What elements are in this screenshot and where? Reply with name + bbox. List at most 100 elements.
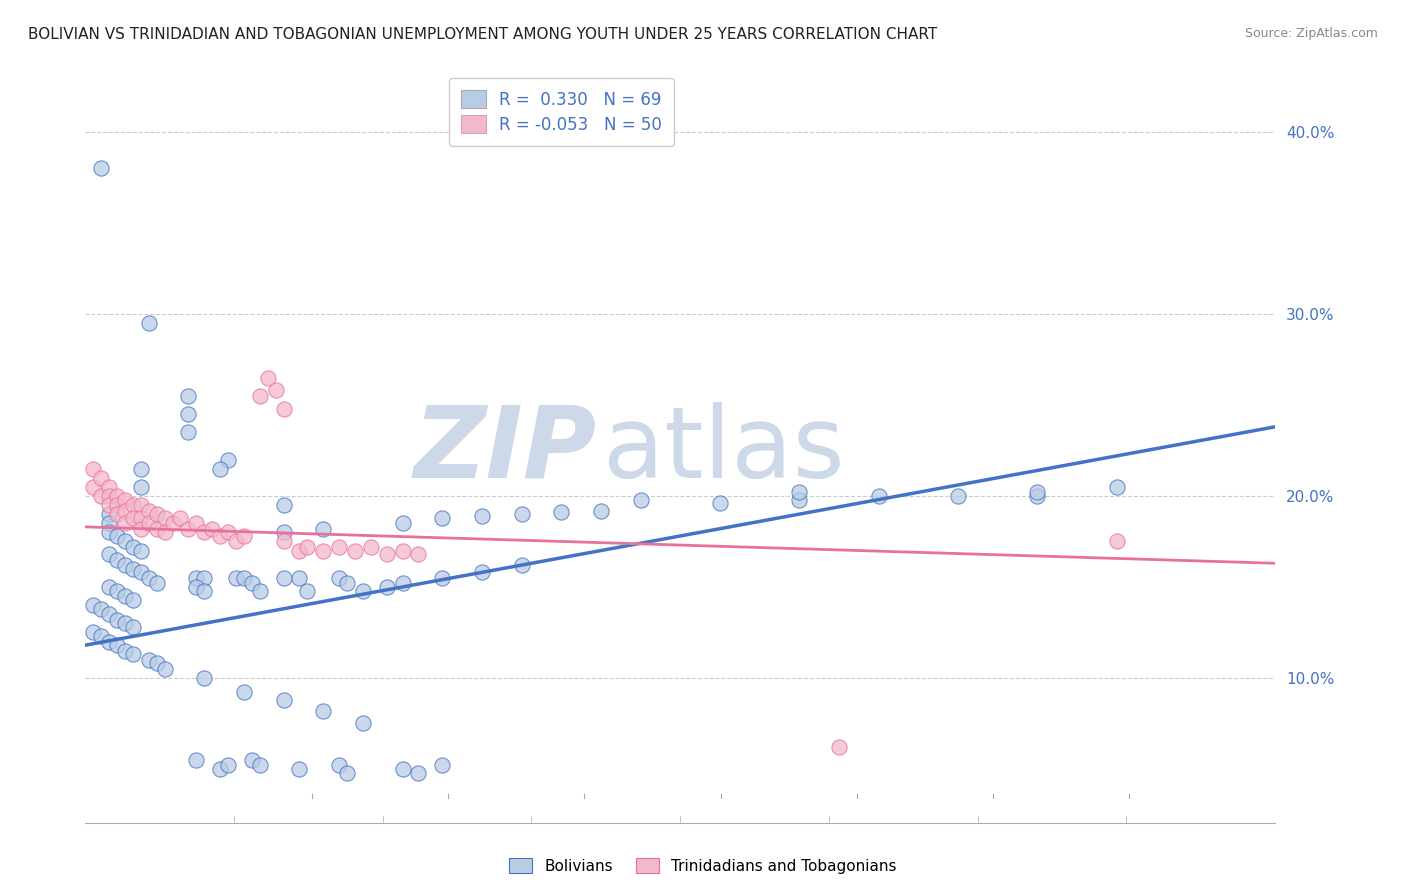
Point — [249, 389, 271, 403]
Point — [225, 571, 247, 585]
Point — [589, 503, 612, 517]
Point — [471, 508, 494, 523]
Point — [432, 510, 454, 524]
Point — [209, 529, 232, 543]
Point — [787, 492, 810, 507]
Point — [114, 616, 136, 631]
Point — [186, 516, 208, 531]
Point — [256, 370, 278, 384]
Point — [90, 629, 112, 643]
Text: BOLIVIAN VS TRINIDADIAN AND TOBAGONIAN UNEMPLOYMENT AMONG YOUTH UNDER 25 YEARS C: BOLIVIAN VS TRINIDADIAN AND TOBAGONIAN U… — [28, 27, 938, 42]
Point — [391, 516, 413, 531]
Text: Source: ZipAtlas.com: Source: ZipAtlas.com — [1244, 27, 1378, 40]
Point — [193, 671, 215, 685]
Point — [138, 653, 160, 667]
Point — [1105, 534, 1128, 549]
Point — [375, 547, 398, 561]
Point — [240, 576, 263, 591]
Text: atlas: atlas — [603, 402, 845, 499]
Point — [336, 765, 359, 780]
Point — [328, 571, 350, 585]
Point — [225, 534, 247, 549]
Point — [98, 516, 121, 531]
Point — [114, 643, 136, 657]
Point — [82, 461, 104, 475]
Point — [408, 765, 430, 780]
Point — [114, 503, 136, 517]
Point — [129, 522, 152, 536]
Point — [709, 496, 731, 510]
Point — [114, 516, 136, 531]
Point — [129, 510, 152, 524]
Point — [186, 580, 208, 594]
Point — [432, 758, 454, 772]
Point — [273, 692, 295, 706]
Point — [391, 576, 413, 591]
Point — [145, 657, 167, 671]
Point — [82, 625, 104, 640]
Point — [129, 566, 152, 580]
Point — [82, 480, 104, 494]
Point — [1026, 489, 1049, 503]
Point — [153, 525, 176, 540]
Point — [297, 540, 319, 554]
Point — [129, 543, 152, 558]
Point — [217, 758, 239, 772]
Point — [122, 562, 145, 576]
Point — [82, 598, 104, 612]
Point — [946, 489, 969, 503]
Point — [312, 543, 335, 558]
Point — [391, 762, 413, 776]
Point — [297, 583, 319, 598]
Point — [138, 316, 160, 330]
Point — [105, 489, 128, 503]
Point — [249, 583, 271, 598]
Point — [233, 685, 256, 699]
Point — [217, 452, 239, 467]
Point — [328, 540, 350, 554]
Point — [288, 571, 311, 585]
Point — [122, 498, 145, 512]
Point — [471, 566, 494, 580]
Point — [105, 498, 128, 512]
Point — [186, 753, 208, 767]
Point — [105, 583, 128, 598]
Point — [105, 552, 128, 566]
Point — [90, 471, 112, 485]
Point — [98, 498, 121, 512]
Point — [98, 547, 121, 561]
Point — [114, 534, 136, 549]
Point — [217, 525, 239, 540]
Point — [98, 580, 121, 594]
Text: ZIP: ZIP — [413, 402, 598, 499]
Point — [209, 762, 232, 776]
Point — [787, 485, 810, 500]
Point — [122, 540, 145, 554]
Point — [98, 525, 121, 540]
Point — [273, 534, 295, 549]
Point — [98, 480, 121, 494]
Point — [273, 401, 295, 416]
Point — [138, 571, 160, 585]
Point — [264, 384, 287, 398]
Point — [105, 529, 128, 543]
Point — [90, 601, 112, 615]
Point — [122, 510, 145, 524]
Point — [510, 558, 533, 573]
Point — [233, 571, 256, 585]
Point — [90, 161, 112, 176]
Point — [177, 389, 200, 403]
Point — [122, 647, 145, 661]
Point — [122, 592, 145, 607]
Point — [145, 576, 167, 591]
Point — [550, 505, 572, 519]
Point — [1105, 480, 1128, 494]
Point — [105, 638, 128, 652]
Point — [352, 716, 374, 731]
Point — [153, 510, 176, 524]
Point — [328, 758, 350, 772]
Point — [145, 507, 167, 521]
Point — [105, 613, 128, 627]
Point — [209, 461, 232, 475]
Point — [201, 522, 224, 536]
